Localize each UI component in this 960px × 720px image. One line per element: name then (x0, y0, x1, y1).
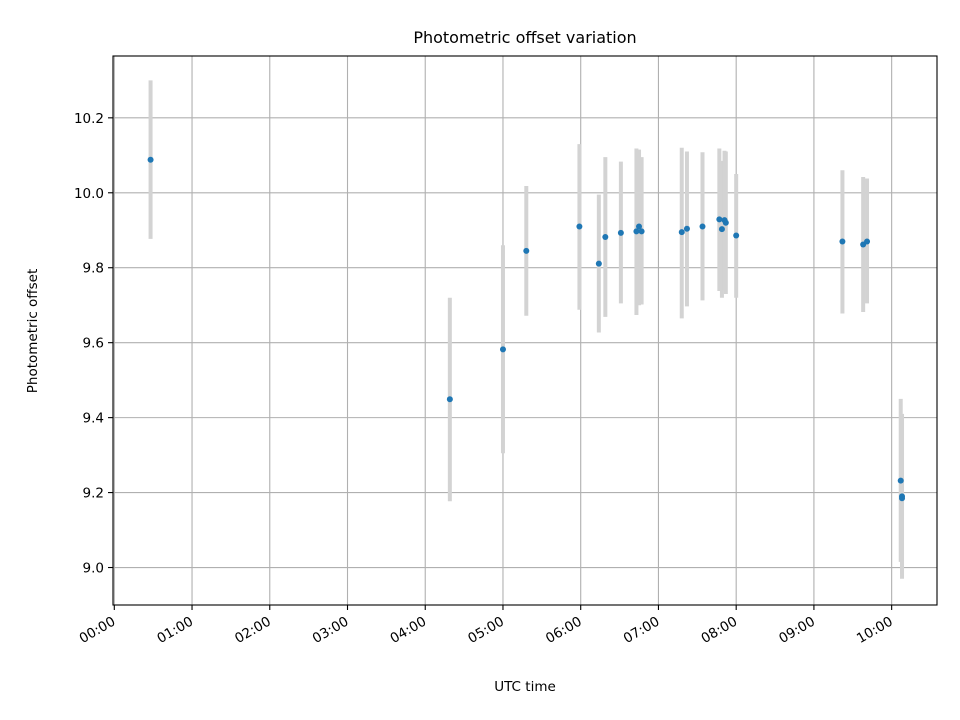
y-tick-label: 9.6 (83, 336, 104, 352)
data-point (638, 228, 645, 235)
y-tick-label: 9.2 (83, 486, 104, 502)
data-point (899, 495, 906, 502)
data-point (595, 260, 602, 267)
data-point (499, 346, 506, 353)
y-axis-label: Photometric offset (25, 269, 41, 393)
x-axis-label: UTC time (494, 679, 556, 695)
y-tick-label: 10.2 (74, 111, 104, 127)
y-tick-label: 9.0 (83, 561, 104, 577)
data-point (722, 219, 729, 226)
data-point (576, 223, 583, 230)
data-point (683, 225, 690, 232)
data-points (147, 156, 906, 502)
data-point (147, 156, 154, 163)
data-point (636, 223, 643, 230)
data-point (617, 229, 624, 236)
data-point (716, 216, 723, 223)
data-point (446, 396, 453, 403)
data-point (718, 226, 725, 233)
y-tick-label: 10.0 (74, 186, 104, 202)
chart-title: Photometric offset variation (413, 28, 636, 47)
data-point (839, 238, 846, 245)
data-point (633, 228, 640, 235)
data-point (897, 477, 904, 484)
plot-frame (112, 55, 938, 606)
data-point (602, 234, 609, 241)
y-tick-label: 9.8 (83, 261, 104, 277)
data-point (523, 247, 530, 254)
data-point (699, 223, 706, 230)
data-point (864, 238, 871, 245)
data-point (678, 229, 685, 236)
y-axis-ticks: 9.0 9.2 9.4 9.6 9.8 10.0 10.2 (74, 111, 113, 577)
y-tick-label: 9.4 (83, 411, 104, 427)
data-point (733, 232, 740, 239)
